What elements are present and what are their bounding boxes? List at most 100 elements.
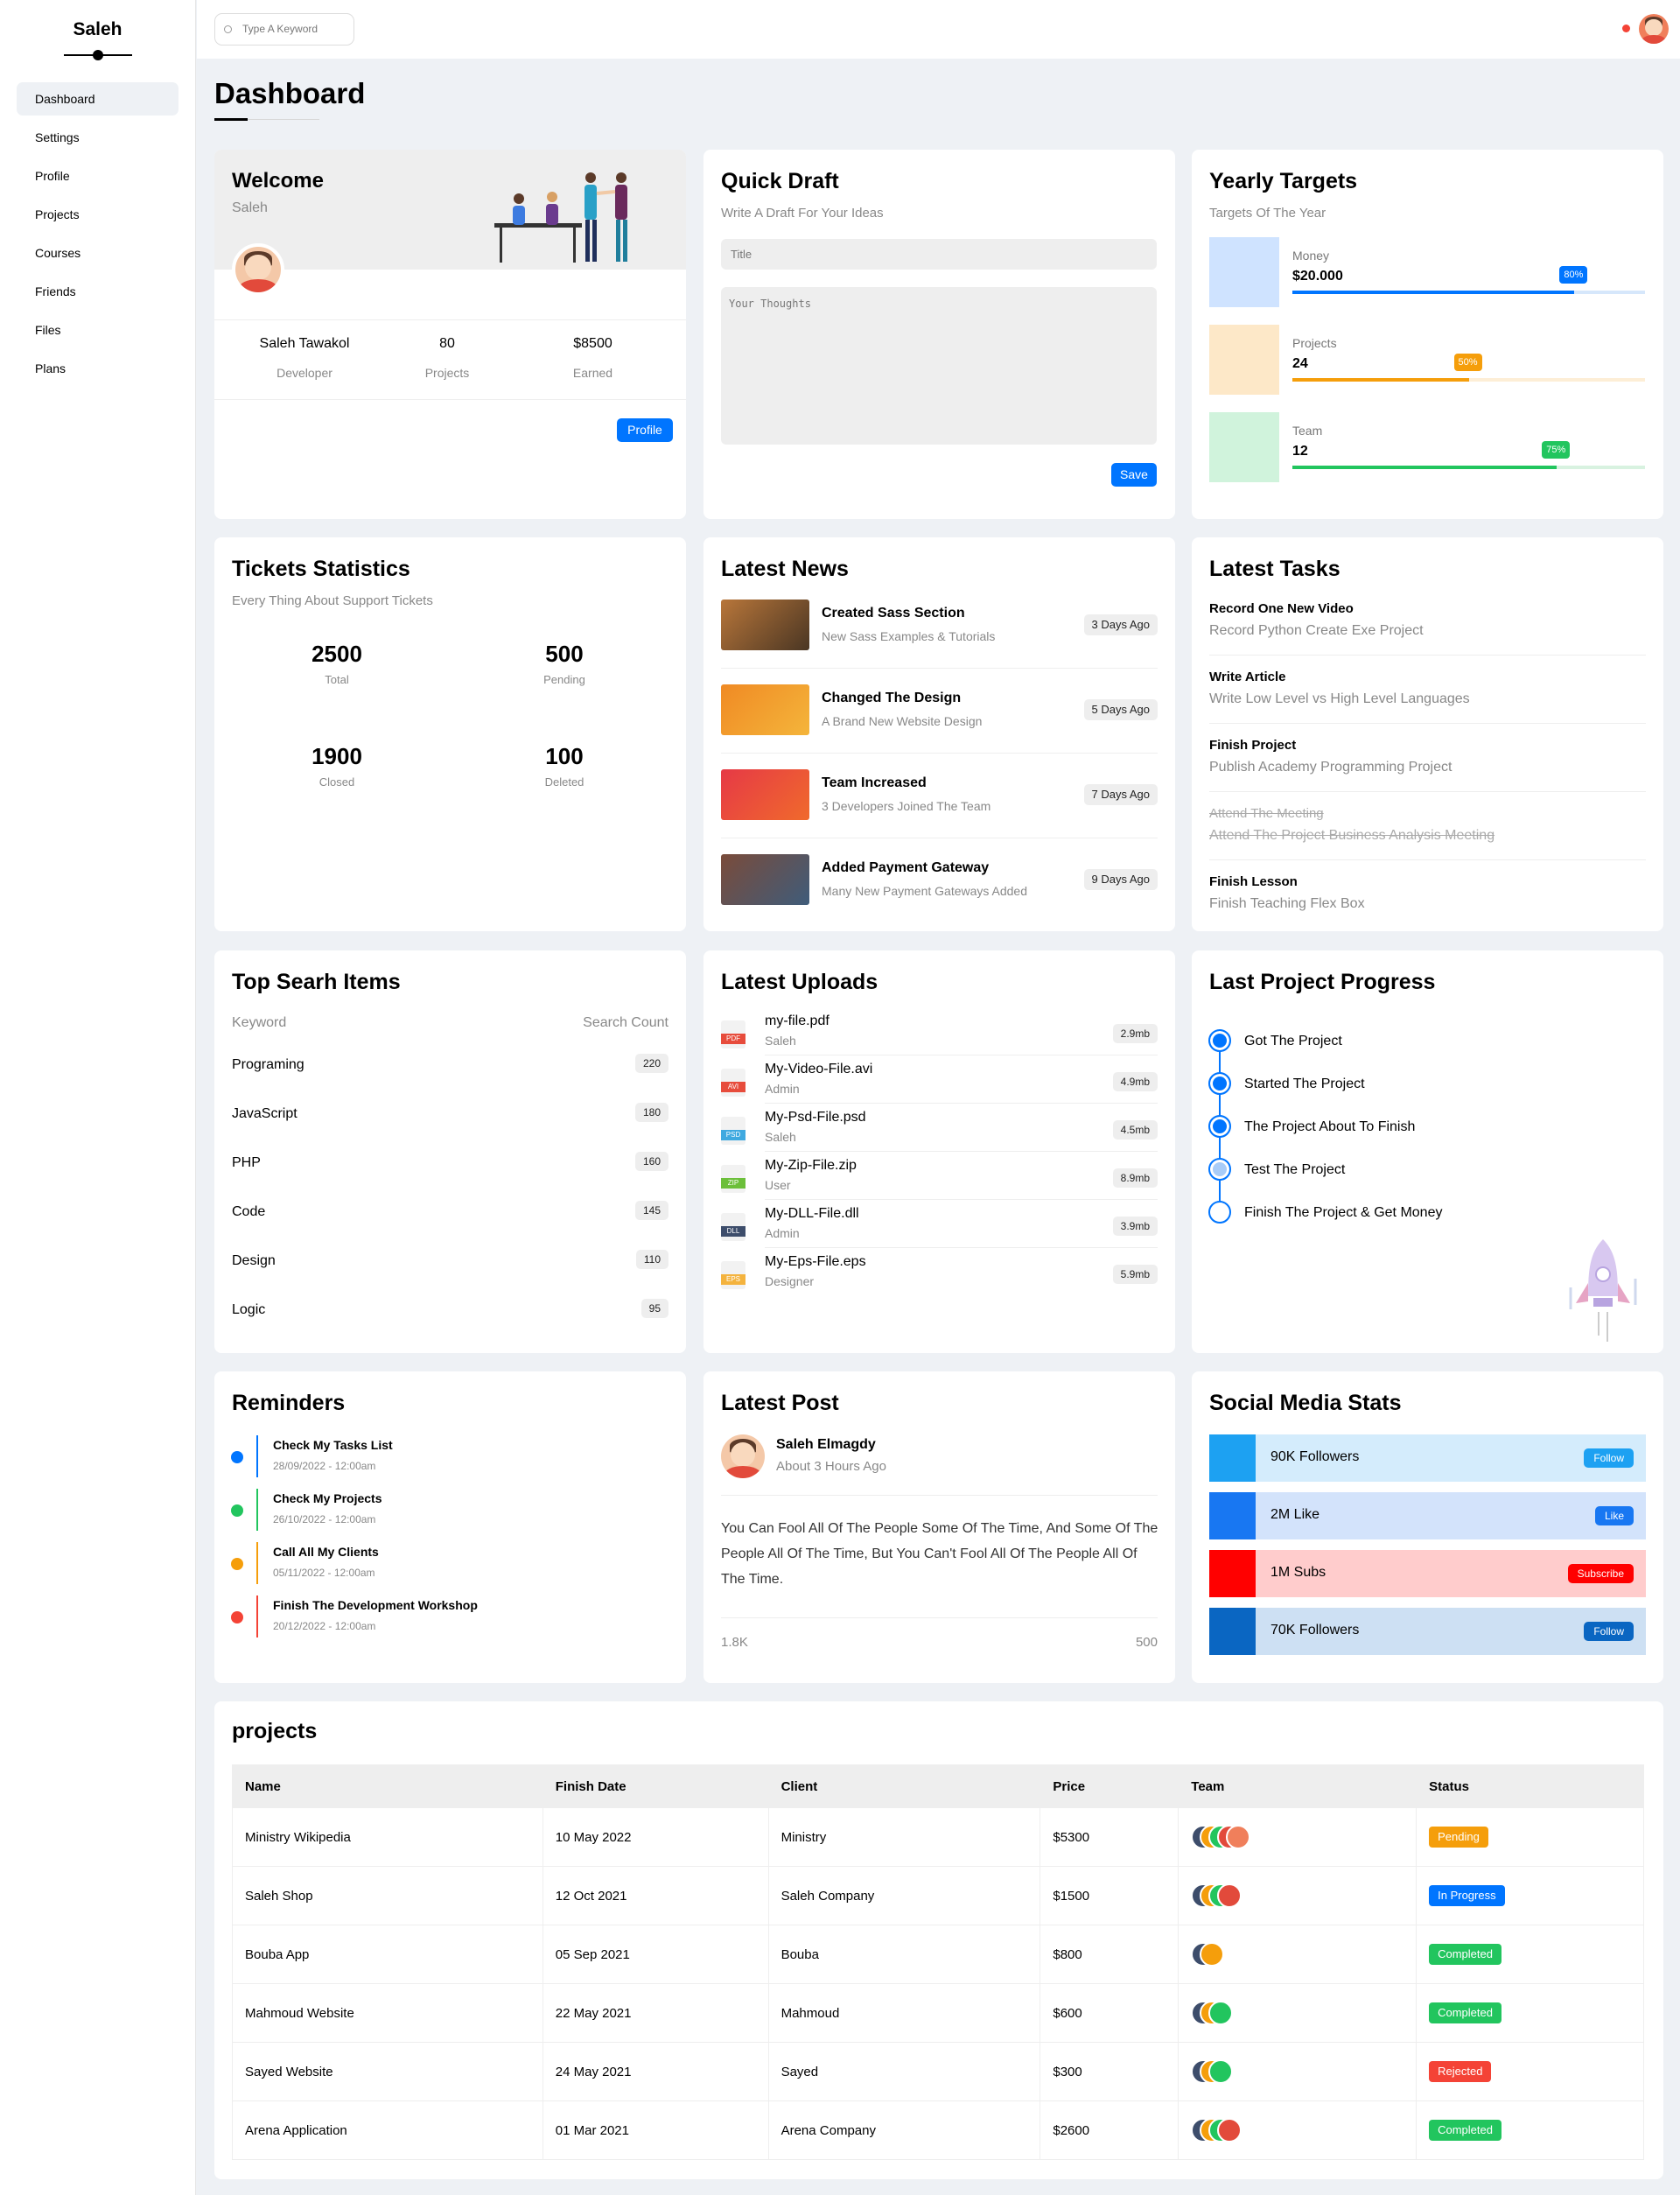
upload-item[interactable]: ZIP My-Zip-File.zip User 8.9mb [704, 1156, 1175, 1204]
upload-item[interactable]: PSD My-Psd-File.psd Saleh 4.5mb [704, 1108, 1175, 1156]
tickets-title: Tickets Statistics [232, 557, 410, 581]
news-thumbnail [721, 684, 809, 735]
search-count-header: Search Count [583, 1015, 668, 1030]
file-pdf-icon: PDF [721, 1020, 746, 1048]
news-item[interactable]: Added Payment Gateway Many New Payment Ga… [704, 854, 1175, 931]
draft-title-input[interactable]: Title [721, 239, 1157, 270]
team-member-avatar[interactable] [1217, 1883, 1242, 1908]
upload-item[interactable]: AVI My-Video-File.avi Admin 4.9mb [704, 1060, 1175, 1108]
upload-size-badge: 3.9mb [1112, 1217, 1158, 1236]
reminder-item[interactable]: Check My Tasks List 28/09/2022 - 12:00am [214, 1435, 686, 1479]
progress-step-label: Started The Project [1244, 1076, 1365, 1091]
project-finish-date: 24 May 2021 [542, 2042, 769, 2101]
social-like-button[interactable]: Like [1594, 1506, 1634, 1525]
upload-item[interactable]: PDF my-file.pdf Saleh 2.9mb [704, 1012, 1175, 1060]
search-keyword-row[interactable]: Logic 95 [214, 1299, 686, 1334]
progress-step-marker [1208, 1072, 1231, 1095]
post-comments[interactable]: 500 [1135, 1635, 1158, 1650]
project-team [1178, 2100, 1418, 2160]
target-progress-fill [1292, 291, 1575, 294]
team-member-avatar[interactable] [1200, 1942, 1225, 1967]
news-item[interactable]: Created Sass Section New Sass Examples & … [704, 600, 1175, 684]
page-title: Dashboard [214, 77, 366, 109]
column-header-finish-date[interactable]: Finish Date [542, 1764, 769, 1808]
sidebar-item-profile[interactable]: Profile [35, 169, 70, 183]
upload-file-name: my-file.pdf [765, 1013, 830, 1028]
task-item[interactable]: Finish Project Publish Academy Programmin… [1192, 738, 1663, 806]
search-input[interactable]: Type A Keyword [214, 13, 354, 46]
tickets-subtitle: Every Thing About Support Tickets [232, 593, 433, 608]
table-row[interactable]: Mahmoud Website 22 May 2021 Mahmoud $600 Com… [232, 1983, 1644, 2043]
social-subscribe-button[interactable]: Subscribe [1567, 1564, 1634, 1583]
search-icon [224, 25, 232, 33]
status-badge: Rejected [1429, 2061, 1492, 2082]
status-badge: Completed [1429, 2120, 1502, 2141]
search-keyword-row[interactable]: Programing 220 [214, 1054, 686, 1089]
reminder-item[interactable]: Check My Projects 26/10/2022 - 12:00am [214, 1489, 686, 1532]
sidebar-item-courses[interactable]: Courses [35, 246, 81, 260]
reminder-item[interactable]: Call All My Clients 05/11/2022 - 12:00am [214, 1542, 686, 1586]
column-header-price[interactable]: Price [1040, 1764, 1180, 1808]
project-client: Ministry [767, 1807, 1041, 1867]
team-member-avatar[interactable] [1208, 2059, 1234, 2084]
project-price: $600 [1040, 1983, 1180, 2043]
upload-user: Saleh [765, 1130, 796, 1144]
search-count-badge: 160 [634, 1152, 668, 1171]
welcome-banner: Welcome Saleh [214, 150, 686, 270]
header-avatar[interactable] [1639, 14, 1669, 44]
sidebar-item-settings[interactable]: Settings [35, 130, 80, 144]
table-row[interactable]: Ministry Wikipedia 10 May 2022 Ministry $53… [232, 1807, 1644, 1867]
column-header-team[interactable]: Team [1178, 1764, 1418, 1808]
target-money: Money $20.000 80% [1192, 237, 1663, 307]
social-icon-box [1209, 1492, 1256, 1539]
upload-item[interactable]: DLL My-DLL-File.dll Admin 3.9mb [704, 1204, 1175, 1252]
search-keyword-row[interactable]: Code 145 [214, 1201, 686, 1236]
table-row[interactable]: Saleh Shop 12 Oct 2021 Saleh Company $1500 I… [232, 1866, 1644, 1925]
team-member-avatar[interactable] [1217, 2118, 1242, 2142]
task-item[interactable]: Finish Lesson Finish Teaching Flex Box [1192, 874, 1663, 931]
post-likes[interactable]: 1.8K [721, 1635, 748, 1650]
title-underline [214, 118, 248, 121]
news-item[interactable]: Team Increased 3 Developers Joined The Te… [704, 769, 1175, 854]
sidebar-item-friends[interactable]: Friends [35, 284, 76, 298]
social-stat-label: 2M Like [1270, 1507, 1320, 1522]
search-keyword-row[interactable]: Design 110 [214, 1250, 686, 1285]
reminder-item[interactable]: Finish The Development Workshop 20/12/202… [214, 1595, 686, 1639]
team-member-avatar[interactable] [1208, 2001, 1234, 2025]
sidebar-item-projects[interactable]: Projects [35, 207, 80, 221]
upload-user: Designer [765, 1274, 815, 1288]
task-title: Attend The Meeting [1209, 806, 1324, 821]
profile-button[interactable]: Profile [617, 418, 673, 442]
task-item[interactable]: Record One New Video Record Python Create… [1192, 601, 1663, 670]
column-header-client[interactable]: Client [767, 1764, 1041, 1808]
column-header-status[interactable]: Status [1416, 1764, 1644, 1808]
target-value: 24 [1292, 356, 1308, 371]
task-item[interactable]: Attend The Meeting Attend The Project Bus… [1192, 806, 1663, 874]
table-row[interactable]: Bouba App 05 Sep 2021 Bouba $800 Completed [232, 1925, 1644, 1984]
sidebar-item-plans[interactable]: Plans [35, 361, 66, 375]
search-keyword-row[interactable]: PHP 160 [214, 1152, 686, 1187]
search-keyword-row[interactable]: JavaScript 180 [214, 1103, 686, 1138]
table-row[interactable]: Arena Application 01 Mar 2021 Arena Compan… [232, 2100, 1644, 2160]
upload-item[interactable]: EPS My-Eps-File.eps Designer 5.9mb [704, 1252, 1175, 1301]
projects-label: Projects [424, 366, 470, 380]
task-title: Finish Lesson [1209, 874, 1298, 889]
sidebar-item-dashboard[interactable]: Dashboard [17, 82, 178, 116]
social-follow-button[interactable]: Follow [1584, 1622, 1634, 1641]
social-follow-button[interactable]: Follow [1584, 1448, 1634, 1468]
save-button[interactable]: Save [1111, 463, 1157, 487]
post-text: You Can Fool All Of The People Some Of T… [721, 1521, 1158, 1587]
news-item[interactable]: Changed The Design A Brand New Website De… [704, 684, 1175, 769]
news-desc: Many New Payment Gateways Added [822, 884, 1028, 898]
projects-count: 80 [439, 336, 455, 351]
sidebar-item-files[interactable]: Files [35, 323, 61, 337]
draft-body-textarea[interactable]: Your Thoughts [721, 287, 1157, 445]
upload-user: Saleh [765, 1034, 796, 1048]
team-member-avatar[interactable] [1226, 1825, 1251, 1849]
column-header-name[interactable]: Name [232, 1764, 543, 1808]
post-author[interactable]: Saleh Elmagdy [776, 1437, 876, 1452]
task-item[interactable]: Write Article Write Low Level vs High Lev… [1192, 670, 1663, 738]
team-avatars [1191, 2118, 1242, 2142]
table-row[interactable]: Sayed Website 24 May 2021 Sayed $300 Rejecte… [232, 2042, 1644, 2101]
notification-dot[interactable] [1622, 25, 1630, 32]
